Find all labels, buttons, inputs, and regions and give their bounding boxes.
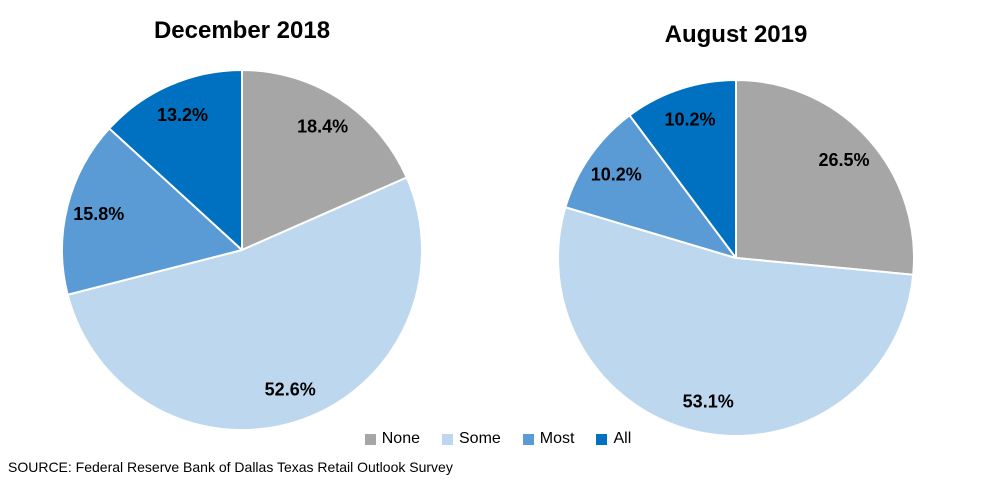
pie-slice-most — [564, 114, 737, 259]
chart-title-august-2019: August 2019 — [664, 21, 808, 48]
legend-swatch-all — [596, 433, 608, 445]
legend-label-all: All — [613, 430, 632, 447]
pie-slice-all — [108, 69, 243, 251]
slice-label-none: 26.5% — [818, 150, 869, 170]
pie-slice-none — [735, 79, 915, 276]
slice-label-most: 15.8% — [73, 204, 124, 224]
legend-item-none: None — [364, 430, 420, 448]
pie-slice-none — [241, 69, 408, 251]
legend-item-most: Most — [522, 430, 575, 448]
pie-slice-most — [61, 127, 243, 296]
pie-slice-all — [628, 79, 737, 259]
slice-label-all: 13.2% — [157, 105, 208, 125]
legend-swatch-most — [522, 433, 534, 445]
legend-item-some: Some — [442, 430, 501, 448]
legend-label-some: Some — [459, 430, 501, 447]
legend-label-none: None — [381, 430, 420, 447]
slice-label-some: 52.6% — [265, 380, 316, 400]
source-note: SOURCE: Federal Reserve Bank of Dallas T… — [8, 459, 453, 475]
legend-swatch-none — [364, 433, 376, 445]
legend-label-most: Most — [539, 430, 575, 447]
slice-label-some: 53.1% — [683, 391, 734, 411]
chart-title-december-2018: December 2018 — [153, 17, 331, 44]
legend: None Some Most All — [0, 430, 996, 448]
legend-item-all: All — [596, 430, 631, 448]
slice-label-all: 10.2% — [664, 110, 715, 130]
slice-label-none: 18.4% — [297, 116, 348, 136]
pie-slice-some — [557, 206, 915, 437]
pie-slice-some — [66, 176, 424, 431]
legend-swatch-some — [442, 433, 453, 445]
slice-label-most: 10.2% — [591, 164, 642, 184]
